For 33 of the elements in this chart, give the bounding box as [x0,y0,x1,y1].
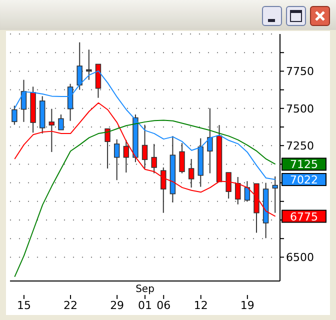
candlestick [226,172,232,200]
candlestick [160,166,166,214]
line-series [14,102,276,217]
candlestick [151,143,157,174]
candlestick [244,180,250,202]
candlestick [123,139,130,174]
x-tick-label: 22 [64,299,78,312]
x-tick-label: 12 [194,299,208,312]
candlestick [48,108,55,152]
x-tick-label: 29 [110,299,124,312]
x-tick-label: 06 [156,299,171,312]
candlestick [86,49,92,80]
data-label: 6775 [290,210,318,224]
candlestick [58,114,64,130]
x-tick-label: 15 [16,299,31,312]
y-tick-label: 7250 [286,140,314,152]
candlestick [114,138,120,181]
y-tick-label: 7500 [286,102,314,116]
candlestick [142,124,148,170]
candlestick [179,142,185,174]
x-tick-label: 01 [138,299,152,312]
data-label: 7022 [290,174,318,187]
candlestick [235,176,241,205]
data-label: 7125 [290,158,318,172]
text: Sep [136,284,154,295]
y-tick-label: 7750 [286,65,314,78]
candlestick [67,83,74,122]
x-tick-label: 19 [240,299,254,312]
candlestick [207,108,213,174]
line-series [14,120,276,278]
candlestick [188,158,194,188]
candlestick [104,128,110,170]
y-tick-label: 6500 [286,251,314,264]
